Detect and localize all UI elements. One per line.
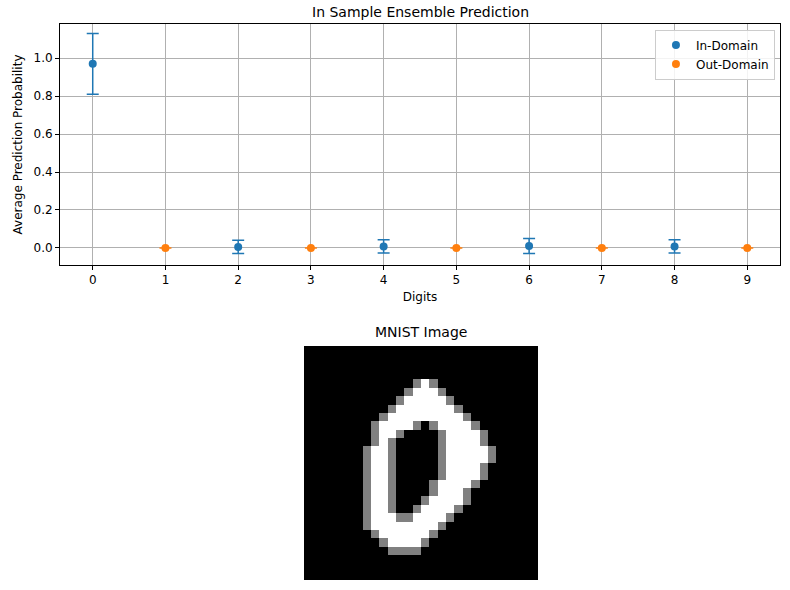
- svg-text:0.2: 0.2: [34, 203, 53, 217]
- svg-text:9: 9: [743, 273, 751, 287]
- svg-text:8: 8: [671, 273, 679, 287]
- svg-text:7: 7: [598, 273, 606, 287]
- svg-text:MNIST Image: MNIST Image: [375, 324, 467, 340]
- svg-text:1: 1: [162, 273, 170, 287]
- svg-text:4: 4: [380, 273, 388, 287]
- svg-text:3: 3: [307, 273, 315, 287]
- svg-text:2: 2: [234, 273, 242, 287]
- svg-text:5: 5: [453, 273, 461, 287]
- svg-text:In Sample Ensemble Prediction: In Sample Ensemble Prediction: [312, 4, 529, 20]
- svg-text:6: 6: [525, 273, 533, 287]
- svg-text:Average Prediction Probability: Average Prediction Probability: [11, 55, 25, 235]
- svg-text:0.4: 0.4: [34, 165, 53, 179]
- svg-text:0.0: 0.0: [34, 241, 53, 255]
- svg-text:1.0: 1.0: [34, 51, 53, 65]
- svg-text:In-Domain: In-Domain: [696, 39, 758, 53]
- svg-text:0: 0: [89, 273, 97, 287]
- svg-text:Digits: Digits: [403, 290, 437, 304]
- svg-text:0.6: 0.6: [34, 127, 53, 141]
- svg-text:Out-Domain: Out-Domain: [696, 58, 769, 72]
- svg-text:0.8: 0.8: [34, 89, 53, 103]
